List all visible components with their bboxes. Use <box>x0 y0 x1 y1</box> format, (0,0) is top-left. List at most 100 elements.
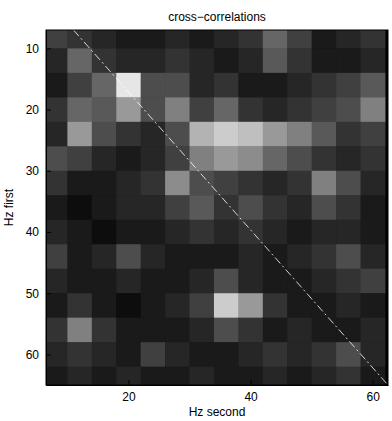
heatmap-cell <box>165 269 190 294</box>
heatmap-cell <box>92 342 117 367</box>
tick-label: 50 <box>26 287 40 301</box>
heatmap-cell <box>263 318 288 343</box>
tick: 60 <box>26 348 51 362</box>
heatmap-cell <box>116 244 141 269</box>
heatmap-cell <box>238 195 263 220</box>
heatmap-cell <box>238 269 263 294</box>
tick-mark <box>46 293 51 294</box>
heatmap-cell <box>141 195 166 220</box>
heatmap-cell <box>46 367 68 385</box>
heatmap-cell <box>336 73 361 98</box>
heatmap-cell <box>46 122 68 147</box>
heatmap-cell <box>67 97 92 122</box>
heatmap-cell <box>116 146 141 171</box>
heatmap-cell <box>67 342 92 367</box>
heatmap-cell <box>214 293 239 318</box>
heatmap-cell <box>67 30 92 49</box>
heatmap-cell <box>287 269 312 294</box>
tick-label: 20 <box>122 390 136 404</box>
heatmap-cell <box>165 318 190 343</box>
plot-background <box>46 30 388 385</box>
heatmap-cell <box>165 146 190 171</box>
heatmap-cell <box>336 48 361 73</box>
heatmap-cell <box>263 73 288 98</box>
heatmap-cell <box>46 171 68 196</box>
tick-mark <box>46 232 51 233</box>
heatmap-cell <box>116 367 141 385</box>
heatmap-cell <box>190 195 215 220</box>
tick-mark <box>251 380 252 385</box>
tick-label: 40 <box>26 225 40 239</box>
heatmap-cell <box>141 73 166 98</box>
tick-mark <box>128 380 129 385</box>
tick: 40 <box>26 225 51 239</box>
heatmap-cell <box>312 342 337 367</box>
heatmap-cell <box>190 48 215 73</box>
heatmap-cell <box>312 73 337 98</box>
heatmap-cell <box>67 48 92 73</box>
heatmap-cell <box>116 73 141 98</box>
heatmap-cell <box>190 318 215 343</box>
heatmap-cell <box>116 318 141 343</box>
heatmap-cell <box>361 367 386 385</box>
tick-mark <box>373 380 374 385</box>
heatmap-cell <box>141 367 166 385</box>
x-axis-title: Hz second <box>189 405 246 419</box>
heatmap-cell <box>214 73 239 98</box>
heatmap-cell <box>287 342 312 367</box>
heatmap-cell <box>190 342 215 367</box>
heatmap-cell <box>46 318 68 343</box>
heatmap-cell <box>190 122 215 147</box>
heatmap-cell <box>287 97 312 122</box>
y-axis: 102030405060 <box>26 31 51 386</box>
heatmap-cell <box>287 244 312 269</box>
heatmap-cell <box>141 269 166 294</box>
heatmap-cell <box>361 195 386 220</box>
tick-label: 10 <box>26 42 40 56</box>
heatmap-cell <box>312 171 337 196</box>
heatmap-cell <box>116 48 141 73</box>
tick: 20 <box>26 103 51 117</box>
heatmap-cell <box>361 48 386 73</box>
heatmap-cell <box>46 73 68 98</box>
tick: 50 <box>26 287 51 301</box>
heatmap-cell <box>67 171 92 196</box>
heatmap-cell <box>361 73 386 98</box>
heatmap-cell <box>336 30 361 49</box>
heatmap-cell <box>190 269 215 294</box>
heatmap-cell <box>238 220 263 245</box>
heatmap-cell <box>238 146 263 171</box>
heatmap-cell <box>92 122 117 147</box>
heatmap-cell <box>238 73 263 98</box>
heatmap-cell <box>336 220 361 245</box>
heatmap-cell <box>238 318 263 343</box>
heatmap-cell <box>46 30 68 49</box>
tick-label: 60 <box>26 348 40 362</box>
heatmap-cell <box>46 97 68 122</box>
cells <box>46 30 385 385</box>
heatmap-cell <box>312 48 337 73</box>
heatmap-cell <box>214 171 239 196</box>
heatmap-cell <box>238 367 263 385</box>
heatmap-cell <box>287 30 312 49</box>
heatmap-cell <box>116 220 141 245</box>
heatmap-cell <box>214 269 239 294</box>
heatmap-cell <box>165 342 190 367</box>
heatmap-cell <box>238 293 263 318</box>
heatmap-cell <box>214 97 239 122</box>
heatmap-cell <box>263 97 288 122</box>
heatmap-cell <box>67 244 92 269</box>
heatmap-cell <box>92 269 117 294</box>
heatmap-cell <box>287 48 312 73</box>
heatmap-cell <box>165 293 190 318</box>
heatmap-cell <box>238 244 263 269</box>
heatmap-cell <box>46 146 68 171</box>
tick-mark <box>46 110 51 111</box>
heatmap-cell <box>361 269 386 294</box>
heatmap-cell <box>263 293 288 318</box>
heatmap-cell <box>336 367 361 385</box>
heatmap-cell <box>361 171 386 196</box>
heatmap-cell <box>287 73 312 98</box>
heatmap-cell <box>165 122 190 147</box>
heatmap-cell <box>165 97 190 122</box>
